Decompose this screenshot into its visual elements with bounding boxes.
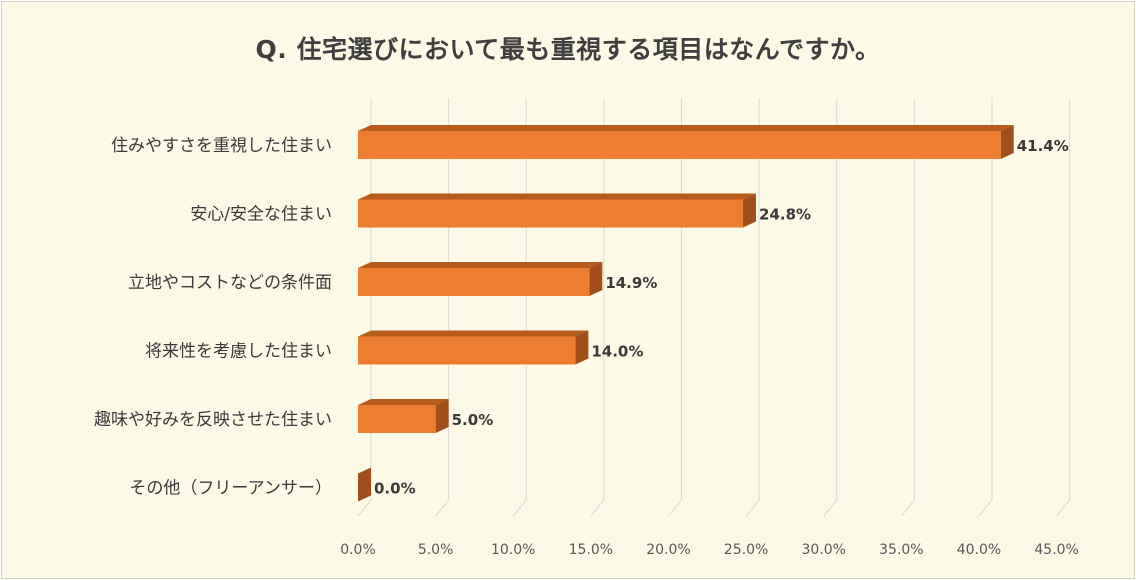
gridline [978, 98, 993, 517]
data-label: 41.4% [1017, 137, 1069, 155]
bar-top-face [358, 193, 757, 200]
bar [358, 199, 744, 228]
bar [358, 336, 576, 365]
x-tick-label: 5.0% [418, 542, 454, 558]
bar-side-face [358, 467, 371, 502]
gridline [357, 98, 372, 517]
bar [358, 131, 1001, 159]
category-label: 安心/安全な住まい [190, 205, 332, 225]
bar-top-face [358, 125, 1014, 131]
x-tick-label: 45.0% [1034, 542, 1078, 558]
gridline [1056, 98, 1071, 517]
gridline [745, 98, 760, 517]
category-label: 趣味や好みを反映させた住まい [94, 410, 332, 430]
x-tick-label: 30.0% [802, 542, 846, 558]
gridline [900, 98, 915, 517]
bar-top-face [358, 330, 589, 337]
x-tick-label: 25.0% [724, 542, 768, 558]
gridline [823, 98, 838, 517]
chart-title: Q. 住宅選びにおいて最も重視する項目はなんですか。 [255, 35, 881, 64]
bar-top-face [358, 399, 449, 405]
data-label: 14.9% [605, 274, 657, 292]
bar-side-face [589, 262, 603, 296]
x-tick-label: 10.0% [491, 542, 535, 558]
bar [358, 268, 590, 296]
data-label: 14.0% [591, 343, 643, 361]
bar [358, 405, 436, 433]
gridline [668, 98, 682, 517]
category-label: その他（フリーアンサー） [129, 479, 332, 499]
gridline [435, 98, 450, 517]
bar-side-face [575, 330, 589, 365]
data-label: 5.0% [452, 411, 494, 429]
bar-top-face [358, 262, 603, 268]
x-tick-label: 15.0% [569, 542, 613, 558]
data-label: 0.0% [374, 480, 416, 498]
category-label: 住みやすさを重視した住まい [111, 136, 332, 156]
x-tick-label: 0.0% [340, 542, 376, 558]
x-tick-label: 35.0% [879, 542, 923, 558]
data-label: 24.8% [759, 206, 811, 224]
x-tick-label: 20.0% [646, 542, 690, 558]
bar-side-face [1000, 125, 1014, 159]
category-label: 将来性を考慮した住まい [145, 342, 332, 362]
bar-side-face [435, 399, 449, 433]
gridline [590, 98, 605, 517]
x-tick-label: 40.0% [957, 542, 1001, 558]
category-label: 立地やコストなどの条件面 [128, 273, 332, 293]
gridline [512, 98, 527, 517]
bar-side-face [743, 193, 757, 228]
